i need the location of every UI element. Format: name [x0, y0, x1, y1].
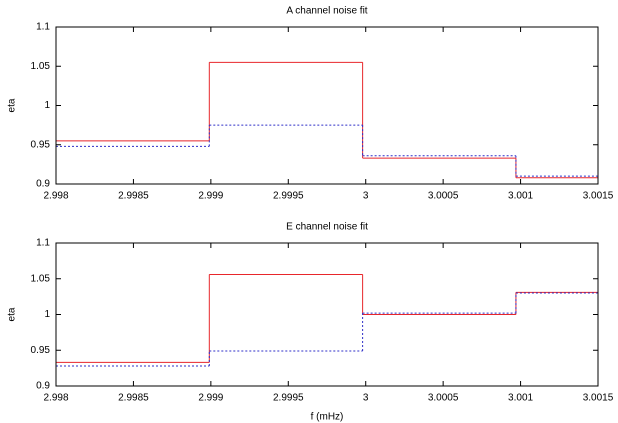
- y-tick-label: 0.95: [31, 345, 51, 356]
- chart-title: E channel noise fit: [286, 222, 368, 233]
- y-axis-label: eta: [7, 307, 18, 321]
- y-tick-label: 0.9: [36, 381, 50, 392]
- y-tick-label: 1: [44, 309, 50, 320]
- plot-frame: [55, 26, 599, 185]
- x-tick-label: 2.9995: [273, 393, 304, 404]
- x-tick-label: 2.9985: [118, 191, 149, 202]
- x-tick-label: 3.0015: [583, 393, 614, 404]
- y-axis-label: eta: [7, 98, 18, 112]
- y-tick-label: 0.9: [36, 179, 50, 190]
- y-tick-label: 0.95: [31, 139, 51, 150]
- x-tick-label: 3.0005: [428, 191, 459, 202]
- x-tick-label: 2.9995: [273, 191, 304, 202]
- y-tick-label: 1.05: [31, 273, 51, 284]
- x-tick-label: 2.998: [43, 393, 68, 404]
- x-tick-label: 3: [363, 393, 369, 404]
- x-tick-label: 3: [363, 191, 369, 202]
- y-tick-label: 1: [44, 100, 50, 111]
- x-tick-label: 2.999: [198, 393, 223, 404]
- x-tick-label: 3.0005: [428, 393, 459, 404]
- x-axis-label: f (mHz): [311, 412, 344, 423]
- x-tick-label: 2.999: [198, 191, 223, 202]
- chart-title: A channel noise fit: [286, 6, 367, 17]
- y-tick-label: 1.1: [36, 22, 50, 33]
- y-tick-label: 1.1: [36, 238, 50, 249]
- plot-frame: [55, 242, 599, 387]
- x-tick-label: 2.998: [43, 191, 68, 202]
- y-tick-label: 1.05: [31, 61, 51, 72]
- x-tick-label: 3.001: [508, 191, 533, 202]
- x-tick-label: 3.001: [508, 393, 533, 404]
- x-tick-label: 3.0015: [583, 191, 614, 202]
- x-tick-label: 2.9985: [118, 393, 149, 404]
